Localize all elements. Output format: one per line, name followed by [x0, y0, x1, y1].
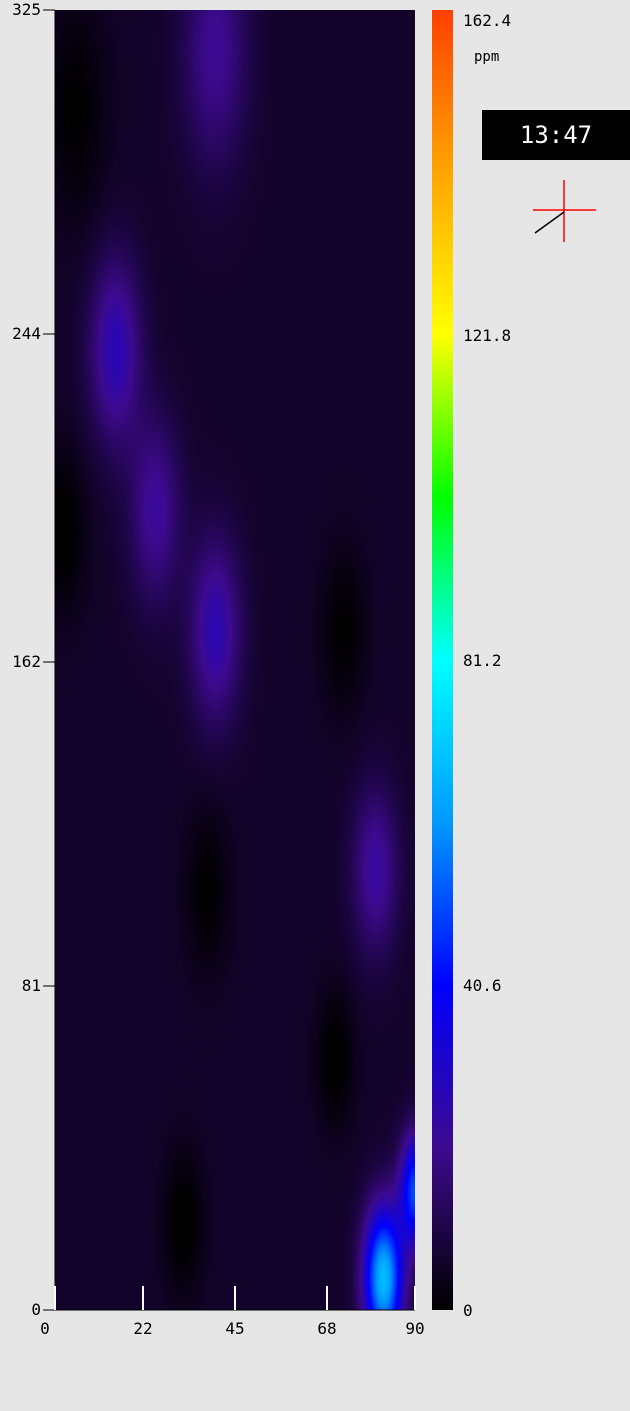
y-axis: 0 81 162 244 325 [12, 0, 56, 1319]
x-tick-label: 22 [133, 1319, 152, 1338]
x-tick-label: 68 [317, 1319, 336, 1338]
colorbar-units: ppm [474, 49, 499, 65]
colorbar: 0 40.6 81.2 121.8 162.4 [432, 10, 511, 1320]
colorbar-tick-label: 81.2 [463, 651, 502, 670]
colorbar-tick-label: 40.6 [463, 976, 502, 995]
colorbar-tick-label: 0 [463, 1301, 473, 1320]
time-display: 13:47 [482, 110, 630, 160]
colorbar-tick-label: 121.8 [463, 326, 511, 345]
colorbar-gradient [432, 10, 453, 1310]
y-tick-label: 162 [12, 652, 41, 671]
y-tick-label: 325 [12, 0, 41, 19]
x-tick-label: 0 [40, 1319, 50, 1338]
x-axis: 0 22 45 68 90 [40, 1286, 425, 1338]
crosshair-icon [533, 180, 596, 242]
y-tick-label: 0 [31, 1300, 41, 1319]
x-tick-label: 90 [405, 1319, 424, 1338]
colorbar-tick-label: 162.4 [463, 11, 511, 30]
heatmap-plot [55, 10, 415, 1310]
y-tick-label: 244 [12, 324, 41, 343]
y-tick-label: 81 [22, 976, 41, 995]
x-tick-label: 45 [225, 1319, 244, 1338]
